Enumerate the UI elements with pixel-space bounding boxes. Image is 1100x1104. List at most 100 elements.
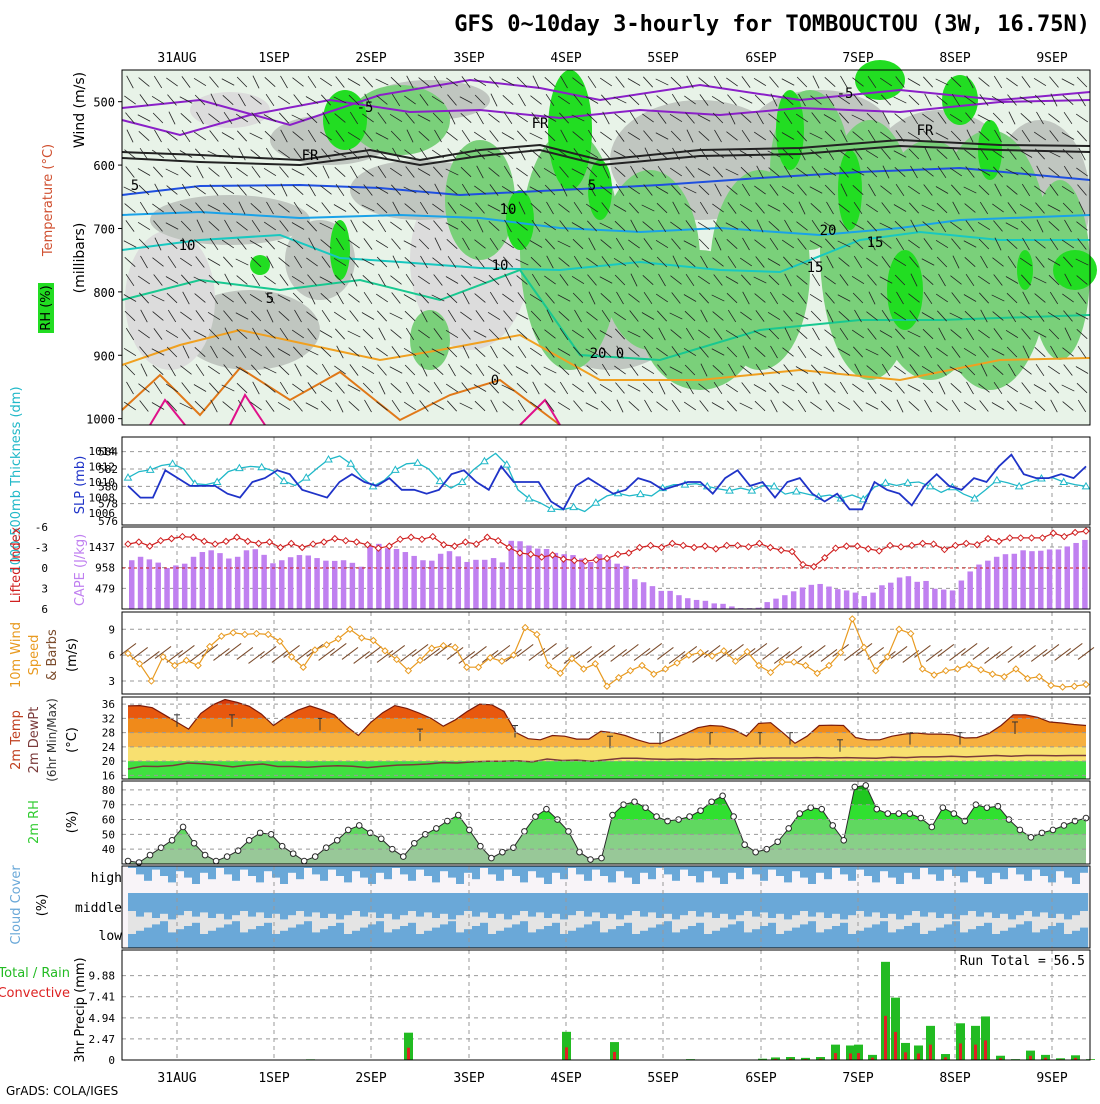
cloud-high-bar	[1056, 866, 1064, 871]
cloud-low-bar	[208, 931, 216, 948]
cloud-mid-bar	[336, 893, 344, 919]
cloud-mid-bar	[912, 893, 920, 911]
contour-label: 15	[867, 235, 884, 251]
cloud-low-bar	[688, 926, 696, 948]
cloud-low-bar	[328, 926, 336, 948]
cloud-mid-bar	[688, 893, 696, 911]
cloud-mid-bar	[296, 893, 304, 911]
temp-band	[122, 775, 1090, 779]
lifted-index-marker	[920, 540, 926, 546]
cloud-low-bar	[752, 929, 760, 948]
top-date-label: 9SEP	[1036, 51, 1067, 66]
pressure-tick-label: 500	[93, 96, 115, 110]
cape-bar	[870, 593, 875, 609]
cloud-low-bar	[520, 921, 528, 948]
cloud-low-bar	[912, 923, 920, 948]
cloud-high-bar	[944, 866, 952, 870]
cloud-low-bar	[216, 928, 224, 948]
cloud-mid-bar	[312, 893, 320, 912]
cloud-mid-bar	[648, 893, 656, 912]
cloud-high-bar	[984, 866, 992, 884]
cloud-mid-bar	[144, 893, 152, 912]
cloud-high-bar	[488, 866, 496, 874]
cloud-mid-bar	[616, 893, 624, 919]
cloud-high-bar	[776, 866, 784, 876]
cape-bar	[482, 560, 487, 609]
precip-conv-bar	[974, 1045, 977, 1060]
cloud-low-bar	[344, 934, 352, 948]
wind-speed-marker	[931, 672, 937, 678]
thickness-marker	[993, 477, 1000, 483]
cloud-high-bar	[1080, 866, 1088, 873]
rh-marker	[566, 829, 572, 835]
top-date-label: 1SEP	[258, 51, 289, 66]
cloud-mid-bar	[1056, 893, 1064, 914]
contour-label: -5	[357, 100, 374, 116]
cloud-low-bar	[1064, 934, 1072, 948]
lifted-index-marker	[321, 539, 327, 545]
lifted-index-marker	[495, 538, 501, 544]
cloud-low-bar	[272, 934, 280, 948]
cape-bar	[288, 557, 293, 609]
rh-shading-blob	[250, 255, 270, 275]
cloud-high-bar	[896, 866, 904, 884]
wind10-label-line: Speed	[27, 635, 42, 676]
lifted-index-marker	[735, 542, 741, 548]
cape-bar	[862, 596, 867, 609]
cloud-mid-bar	[136, 893, 144, 917]
cloud-high-bar	[416, 866, 424, 870]
cloud-high-bar	[528, 866, 536, 871]
cloud-mid-bar	[776, 893, 784, 914]
rh-marker	[279, 843, 285, 849]
cloud-high-bar	[688, 866, 696, 876]
cloud-low-bar	[1008, 928, 1016, 948]
cloud-low-bar	[712, 931, 720, 948]
cloud-high-bar	[840, 866, 848, 874]
cloud-mid-bar	[792, 893, 800, 915]
cloud-mid-bar	[680, 893, 688, 915]
precip-conv-bar	[904, 1052, 907, 1060]
cloud-low-bar	[888, 932, 896, 948]
cloud-low-bar	[560, 934, 568, 948]
lifted-index-marker	[669, 540, 675, 546]
cape-bar	[994, 557, 999, 609]
temp-tick-label: 36	[102, 698, 115, 711]
cape-bar	[685, 598, 690, 609]
cloud-mid-bar	[368, 893, 376, 912]
upper-pressure-label: (millibars)	[72, 223, 88, 294]
cloud-mid-bar	[904, 893, 912, 915]
cloud-low-bar	[136, 931, 144, 948]
cloud-low-bar	[592, 921, 600, 948]
cape-bar	[676, 595, 681, 609]
wind-speed-marker	[324, 642, 330, 648]
cloud-low-bar	[480, 923, 488, 948]
cloud-mid-bar	[608, 893, 616, 914]
cape-bar	[879, 585, 884, 609]
wind-speed-marker	[791, 659, 797, 665]
cloud-high-bar	[136, 866, 144, 874]
cloud-high-bar	[632, 866, 640, 884]
cloud-mid-bar	[224, 893, 232, 919]
contour-label: FR	[532, 116, 549, 132]
cloud-high-bar	[1024, 866, 1032, 881]
top-date-label: 4SEP	[550, 51, 581, 66]
cloud-mid-bar	[208, 893, 216, 918]
contour-label: 10	[179, 238, 196, 254]
cloud-mid-bar	[1072, 893, 1080, 915]
lifted-index-marker	[452, 543, 458, 549]
temp2m-label-line: (°C)	[65, 727, 80, 753]
cloud-high-bar	[376, 866, 384, 873]
cloud-high-bar	[296, 866, 304, 879]
lifted-index-marker	[691, 545, 697, 551]
rh-marker	[1050, 827, 1056, 833]
cloud-high-bar	[248, 866, 256, 876]
cloud-mid-bar	[848, 893, 856, 915]
temp-band	[122, 704, 1090, 719]
cloud-mid-bar	[248, 893, 256, 917]
lifted-index-marker	[854, 543, 860, 549]
precip-conv-bar	[929, 1045, 932, 1060]
cape-bar	[914, 582, 919, 609]
lifted-index-marker	[190, 534, 196, 540]
cloud-low-bar	[728, 924, 736, 948]
